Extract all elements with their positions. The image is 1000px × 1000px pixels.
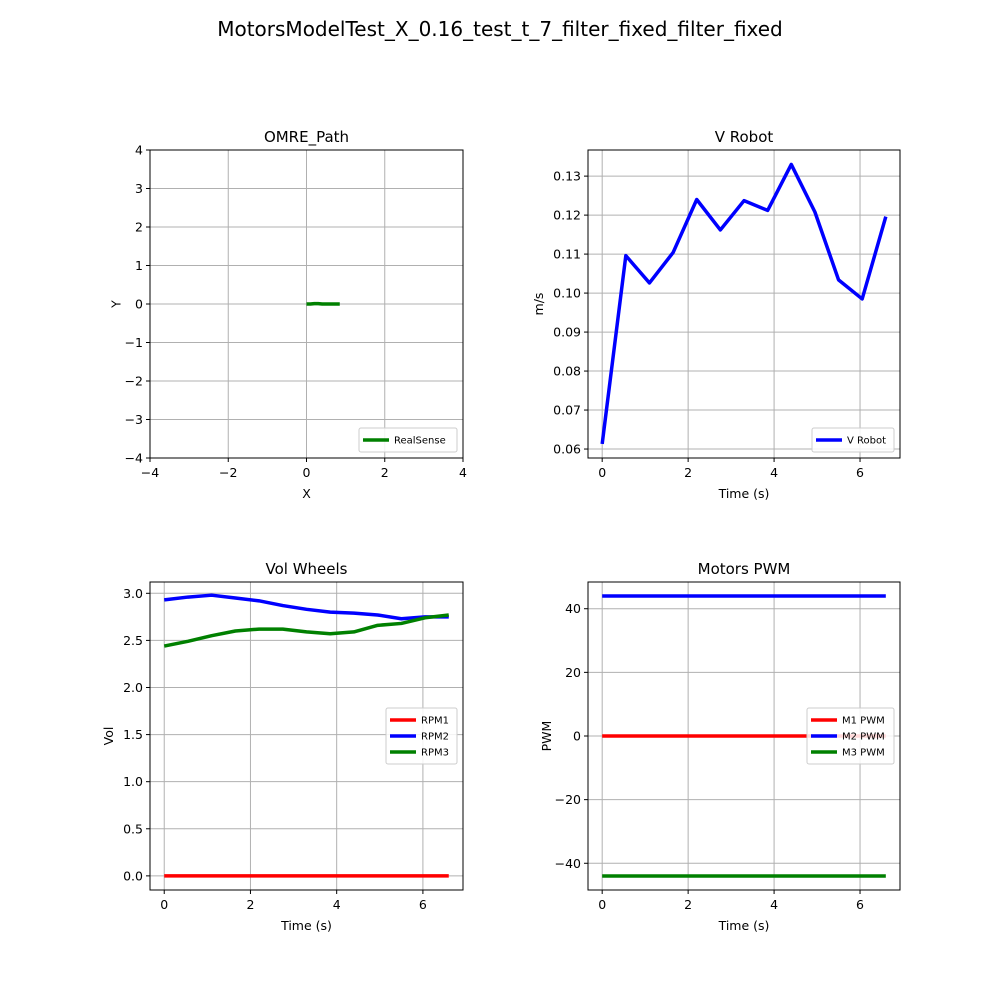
x-tick-label: 6 [856, 465, 864, 480]
y-tick-label: 0.07 [553, 403, 581, 418]
y-tick-label: −4 [125, 451, 143, 466]
legend: V Robot [811, 427, 895, 453]
y-tick-label: 40 [565, 601, 581, 616]
y-tick-label: 0.12 [553, 208, 581, 223]
y-tick-label: 3 [135, 181, 143, 196]
legend: RealSense [358, 427, 458, 453]
x-tick-label: 2 [381, 465, 389, 480]
y-tick-label: −3 [125, 412, 143, 427]
legend-box [385, 707, 458, 765]
y-tick-label: 0.11 [553, 247, 581, 262]
x-tick-label: 4 [770, 897, 778, 912]
series-group [600, 162, 888, 445]
x-tick-label: −2 [219, 465, 237, 480]
y-tick-label: 3.0 [123, 586, 143, 601]
y-axis-label: PWM [539, 721, 554, 752]
x-tick-label: 0 [160, 897, 168, 912]
y-axis-label: m/s [531, 293, 546, 316]
series-line-rpm2 [164, 593, 449, 621]
x-tick-label: 2 [684, 897, 692, 912]
subplot-path: −4 −2 0 2 4 −4 −3 −2 −1 0 1 2 3 4 OMRE_Path X Y RealSense [109, 128, 467, 501]
y-ticks: −4 −3 −2 −1 0 1 2 3 4 [125, 143, 150, 466]
y-tick-label: 0 [135, 297, 143, 312]
subplots: −4 −2 0 2 4−4−3−2−101234OMRE_PathXYRealSense… [101, 128, 901, 933]
x-tick-label: 4 [459, 465, 467, 480]
y-tick-label: 2.5 [123, 633, 143, 648]
x-tick-label: 2 [246, 897, 254, 912]
axes-frame [149, 581, 464, 891]
y-tick-label: 0.5 [123, 821, 143, 836]
subplot-title: Vol Wheels [266, 560, 348, 578]
subplot-vrobot: 0 2 4 6 0.06 0.07 0.08 0.09 0.10 0.11 0.12 0.13 V Ro… [531, 128, 901, 501]
y-tick-label: 0.08 [553, 364, 581, 379]
y-tick-label: −20 [555, 792, 581, 807]
y-tick-label: 0.0 [123, 868, 143, 883]
x-axis-label: Time (s) [280, 918, 332, 933]
series-line-v-robot [600, 162, 888, 445]
legend-label: RPM2 [421, 732, 449, 743]
y-axis-label: Y [109, 300, 124, 309]
y-tick-label: 2 [135, 220, 143, 235]
y-tick-label: 20 [565, 665, 581, 680]
series-group [163, 593, 449, 878]
x-tick-label: 4 [770, 465, 778, 480]
y-tick-label: 2.0 [123, 680, 143, 695]
x-tick-label: 0 [303, 465, 311, 480]
subplot-title: OMRE_Path [264, 128, 349, 147]
legend-label: RPM1 [421, 716, 449, 727]
x-ticks: 0 2 4 6 [598, 890, 864, 912]
legend: M1 PWM M2 PWM M3 PWM [806, 707, 895, 765]
y-axis-label: Vol [101, 727, 116, 746]
series-line-rpm3 [163, 613, 449, 648]
legend-label: M3 PWM [842, 748, 885, 759]
axes-frame [587, 149, 901, 459]
y-tick-label: 1.5 [123, 727, 143, 742]
x-tick-label: 6 [856, 897, 864, 912]
subplot-volwheels: 0 2 4 6 0.0 0.5 1.0 1.5 2.0 2.5 3.0 Vol Wheels Time … [101, 560, 464, 933]
y-tick-label: 1.0 [123, 774, 143, 789]
y-tick-label: 4 [135, 143, 143, 158]
y-tick-label: 1 [135, 258, 143, 273]
y-tick-label: 0.10 [553, 286, 581, 301]
legend-label: V Robot [847, 436, 886, 447]
legend-label: RealSense [394, 436, 446, 447]
x-ticks: −4 −2 0 2 4 [141, 458, 467, 480]
x-axis-label: Time (s) [718, 486, 770, 501]
y-tick-label: 0.06 [553, 442, 581, 457]
subplot-pwm: 0 2 4 6 −40 −20 0 20 40 Motors PWM Time (s) PWM M1 P… [539, 560, 901, 933]
y-tick-label: 0.09 [553, 325, 581, 340]
legend-label: M1 PWM [842, 716, 885, 727]
y-tick-label: 0 [573, 729, 581, 744]
subplot-title: Motors PWM [698, 560, 791, 578]
y-tick-label: 0.13 [553, 169, 581, 184]
y-ticks: 0.06 0.07 0.08 0.09 0.10 0.11 0.12 0.13 [553, 169, 588, 457]
x-tick-label: 4 [333, 897, 341, 912]
legend-label: RPM3 [421, 748, 449, 759]
y-ticks: 0.0 0.5 1.0 1.5 2.0 2.5 3.0 [123, 586, 150, 883]
legend-box [358, 427, 458, 453]
x-axis-label: Time (s) [718, 918, 770, 933]
x-tick-label: −4 [141, 465, 159, 480]
x-ticks: 0 2 4 6 [160, 890, 427, 912]
legend-label: M2 PWM [842, 732, 885, 743]
legend-box [806, 707, 895, 765]
legend: RPM1 RPM2 RPM3 [385, 707, 458, 765]
x-axis-label: X [302, 486, 311, 501]
legend-box [811, 427, 895, 453]
y-ticks: −40 −20 0 20 40 [555, 601, 588, 871]
y-tick-label: −2 [125, 374, 143, 389]
figure-suptitle: MotorsModelTest_X_0.16_test_t_7_filter_f… [217, 17, 783, 41]
x-tick-label: 6 [419, 897, 427, 912]
y-tick-label: −40 [555, 856, 581, 871]
x-ticks: 0 2 4 6 [598, 458, 864, 480]
x-tick-label: 2 [684, 465, 692, 480]
y-tick-label: −1 [125, 335, 143, 350]
subplot-title: V Robot [715, 128, 774, 146]
x-tick-label: 0 [598, 465, 606, 480]
x-tick-label: 0 [598, 897, 606, 912]
